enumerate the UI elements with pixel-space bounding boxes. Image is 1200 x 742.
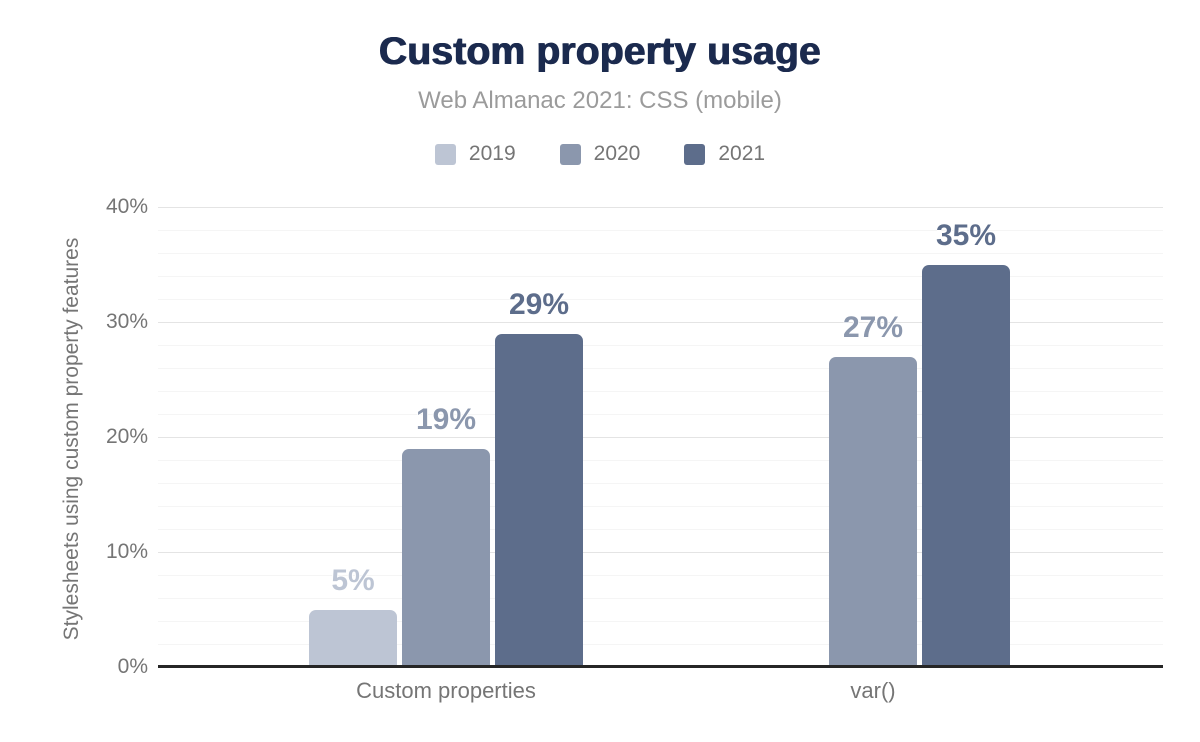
bar bbox=[495, 333, 583, 667]
gridline bbox=[158, 253, 1163, 254]
x-axis-line bbox=[158, 665, 1163, 668]
legend-swatch bbox=[684, 143, 706, 165]
legend-item: 2020 bbox=[559, 142, 641, 166]
gridline bbox=[158, 598, 1163, 599]
gridline bbox=[158, 276, 1163, 277]
legend: 2019 2020 2021 bbox=[0, 142, 1200, 166]
legend-swatch bbox=[559, 143, 581, 165]
gridline bbox=[158, 299, 1163, 300]
gridline bbox=[158, 207, 1163, 208]
y-tick-label: 20% bbox=[105, 425, 148, 448]
bar bbox=[309, 609, 397, 667]
gridline bbox=[158, 552, 1163, 553]
bar bbox=[922, 264, 1010, 667]
gridline bbox=[158, 391, 1163, 392]
legend-label: 2019 bbox=[468, 142, 516, 165]
gridline bbox=[158, 529, 1163, 530]
chart-title: Custom property usage bbox=[379, 30, 821, 73]
legend-swatch bbox=[434, 143, 456, 165]
gridline bbox=[158, 506, 1163, 507]
chart-subtitle: Web Almanac 2021: CSS (mobile) bbox=[418, 87, 782, 114]
gridline bbox=[158, 345, 1163, 346]
bar bbox=[402, 448, 490, 667]
y-tick-label: 30% bbox=[105, 310, 148, 333]
gridline bbox=[158, 368, 1163, 369]
bar-value-label: 19% bbox=[415, 402, 477, 436]
gridline bbox=[158, 322, 1163, 323]
x-category-label: var() bbox=[850, 678, 896, 703]
x-category-label: Custom properties bbox=[356, 678, 536, 703]
gridline bbox=[158, 483, 1163, 484]
gridline bbox=[158, 230, 1163, 231]
bar-value-label: 29% bbox=[508, 287, 570, 321]
bar-value-label: 5% bbox=[331, 563, 375, 597]
bar-value-label: 27% bbox=[842, 310, 904, 344]
bar bbox=[829, 356, 917, 667]
legend-item: 2021 bbox=[684, 142, 765, 166]
gridline bbox=[158, 575, 1163, 576]
gridline bbox=[158, 460, 1163, 461]
bar-value-label: 35% bbox=[935, 218, 997, 252]
gridline bbox=[158, 437, 1163, 438]
y-tick-label: 40% bbox=[105, 195, 148, 218]
gridline bbox=[158, 621, 1163, 622]
legend-label: 2020 bbox=[593, 142, 641, 165]
gridline bbox=[158, 414, 1163, 415]
legend-item: 2019 bbox=[434, 142, 516, 166]
y-tick-label: 0% bbox=[117, 655, 148, 678]
y-tick-label: 10% bbox=[105, 540, 148, 563]
gridline bbox=[158, 644, 1163, 645]
legend-label: 2021 bbox=[718, 142, 766, 165]
